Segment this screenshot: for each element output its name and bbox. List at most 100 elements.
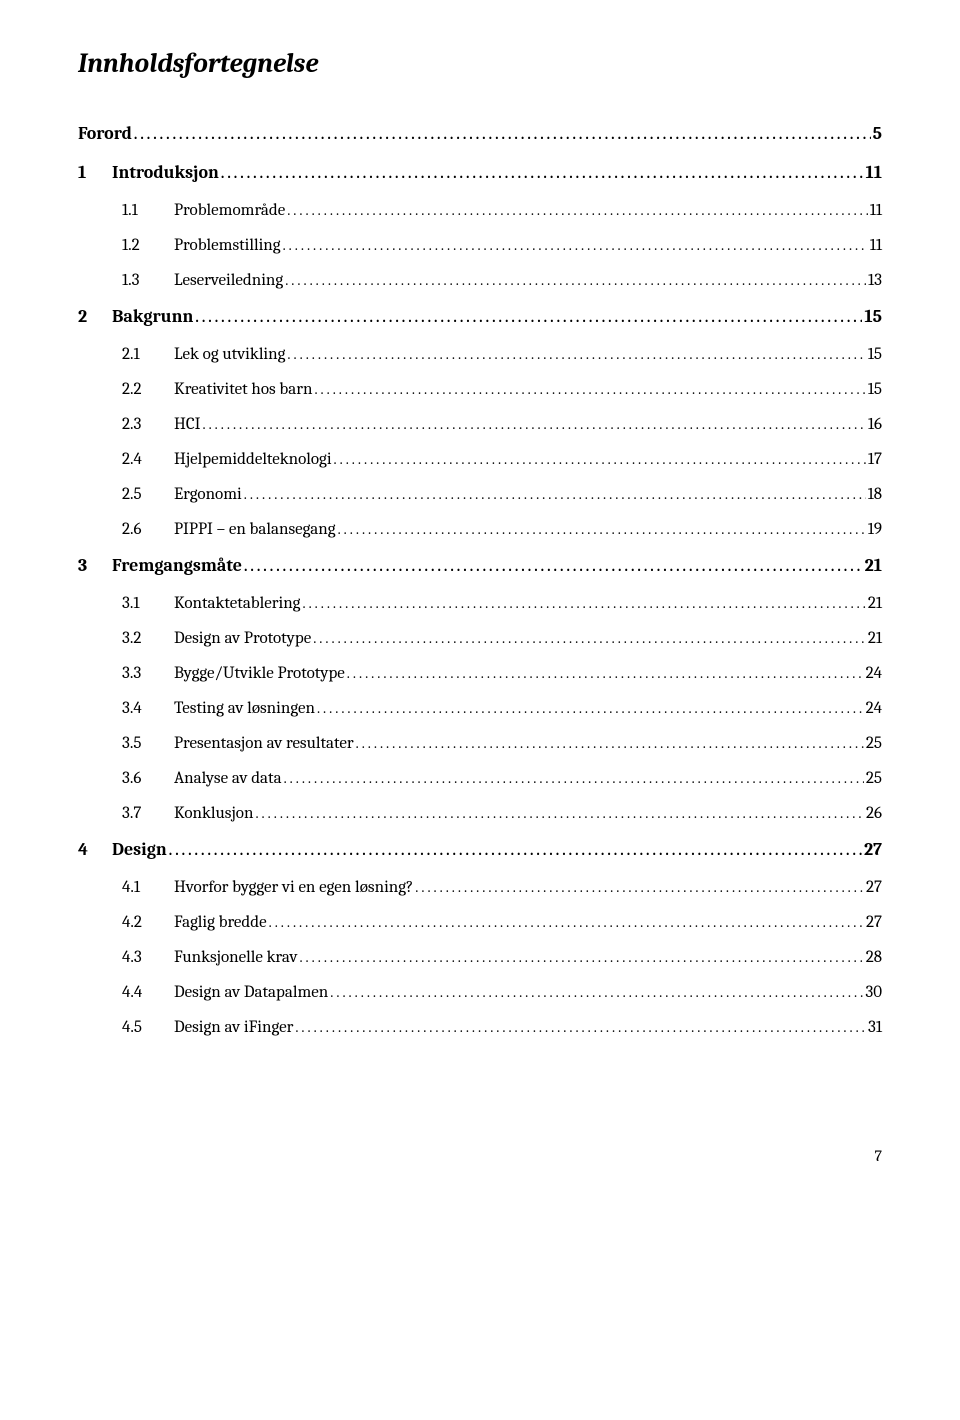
toc-entry-page: 11: [868, 236, 882, 255]
toc-entry[interactable]: Forord..................................…: [78, 123, 882, 144]
toc-entry-number: 2.6: [122, 520, 174, 539]
toc-entry[interactable]: 2.2Kreativitet hos barn.................…: [78, 380, 882, 399]
toc-entry-number: 1.1: [122, 201, 174, 220]
toc-entry-number: 2.5: [122, 485, 174, 504]
toc-entry-page: 27: [864, 913, 882, 932]
toc-entry-page: 11: [864, 162, 883, 183]
toc-entry[interactable]: 2.6PIPPI – en balansegang...............…: [78, 520, 882, 539]
toc-entry-label: Hjelpemiddelteknologi: [174, 450, 334, 469]
toc-entry-page: 31: [866, 1018, 882, 1037]
toc-entry-number: 3.6: [122, 769, 174, 788]
toc-entry[interactable]: 3Fremgangsmåte..........................…: [78, 555, 882, 576]
toc-leader-dots: ........................................…: [347, 664, 864, 682]
toc-entry-number: 4.5: [122, 1018, 174, 1037]
toc-entry-page: 15: [866, 380, 882, 399]
toc-entry[interactable]: 3.4Testing av løsningen.................…: [78, 699, 882, 718]
toc-leader-dots: ........................................…: [313, 629, 866, 647]
toc-leader-dots: ........................................…: [203, 415, 866, 433]
toc-entry-label: Funksjonelle krav: [174, 948, 299, 967]
toc-entry-label: HCI: [174, 415, 203, 434]
toc-entry-page: 28: [864, 948, 882, 967]
toc-leader-dots: ........................................…: [287, 345, 865, 363]
toc-entry[interactable]: 3.1Kontaktetablering....................…: [78, 594, 882, 613]
toc-entry-page: 15: [862, 306, 882, 327]
toc-entry[interactable]: 1.2Problemstilling......................…: [78, 236, 882, 255]
toc-leader-dots: ........................................…: [134, 125, 871, 143]
toc-entry-page: 25: [864, 769, 882, 788]
toc-entry-page: 11: [868, 201, 882, 220]
toc-entry[interactable]: 3.7Konklusjon...........................…: [78, 804, 882, 823]
toc-entry[interactable]: 4.2Faglig bredde........................…: [78, 913, 882, 932]
toc-entry-number: 3.2: [122, 629, 174, 648]
toc-entry-number: 2.1: [122, 345, 174, 364]
toc-entry[interactable]: 2.4Hjelpemiddelteknologi................…: [78, 450, 882, 469]
toc-leader-dots: ........................................…: [356, 734, 864, 752]
toc-entry-page: 27: [862, 839, 882, 860]
toc-entry[interactable]: 4.3Funksjonelle krav....................…: [78, 948, 882, 967]
toc-entry-number: 4.3: [122, 948, 174, 967]
toc-entry[interactable]: 2.3HCI..................................…: [78, 415, 882, 434]
toc-entry[interactable]: 1Introduksjon...........................…: [78, 162, 882, 183]
toc-entry-label: Hvorfor bygger vi en egen løsning?: [174, 878, 415, 897]
toc-entry-label: Bygge/Utvikle Prototype: [174, 664, 347, 683]
toc-entry-label: Analyse av data: [174, 769, 284, 788]
toc-entry-number: 3.3: [122, 664, 174, 683]
toc-entry-label: Konklusjon: [174, 804, 255, 823]
toc-entry-page: 5: [871, 123, 882, 144]
toc-leader-dots: ........................................…: [334, 450, 866, 468]
toc-entry-number: 2.3: [122, 415, 174, 434]
toc-entry-number: 2.4: [122, 450, 174, 469]
toc-entry-label: Problemområde: [174, 201, 287, 220]
toc-entry[interactable]: 3.2Design av Prototype..................…: [78, 629, 882, 648]
toc-entry-label: Problemstilling: [174, 236, 283, 255]
toc-entry-number: 3: [78, 555, 112, 576]
toc-leader-dots: ........................................…: [299, 948, 863, 966]
toc-entry[interactable]: 3.6Analyse av data......................…: [78, 769, 882, 788]
toc-entry-number: 2.2: [122, 380, 174, 399]
toc-entry-label: Testing av løsningen: [174, 699, 317, 718]
toc-entry-label: Kontaktetablering: [174, 594, 302, 613]
toc-leader-dots: ........................................…: [169, 841, 862, 859]
toc-leader-dots: ........................................…: [287, 201, 867, 219]
toc-entry-number: 1.2: [122, 236, 174, 255]
toc-entry-number: 4: [78, 839, 112, 860]
toc-entry-label: Kreativitet hos barn: [174, 380, 314, 399]
toc-entry-page: 27: [864, 878, 882, 897]
toc-entry-number: 4.2: [122, 913, 174, 932]
toc-entry-number: 3.7: [122, 804, 174, 823]
toc-entry[interactable]: 2.1Lek og utvikling.....................…: [78, 345, 882, 364]
toc-entry[interactable]: 2.5Ergonomi.............................…: [78, 485, 882, 504]
toc-entry-label: PIPPI – en balansegang: [174, 520, 338, 539]
toc-entry-page: 25: [864, 734, 882, 753]
toc-entry[interactable]: 4.4Design av Datapalmen.................…: [78, 983, 882, 1002]
toc-leader-dots: ........................................…: [255, 804, 864, 822]
toc-entry-number: 3.1: [122, 594, 174, 613]
toc-entry[interactable]: 4Design.................................…: [78, 839, 882, 860]
toc-entry[interactable]: 1.1Problemområde........................…: [78, 201, 882, 220]
table-of-contents: Forord..................................…: [78, 123, 882, 1037]
toc-entry-page: 18: [866, 485, 882, 504]
toc-leader-dots: ........................................…: [283, 236, 868, 254]
page-title: Innholdsfortegnelse: [78, 48, 882, 79]
toc-entry-label: Design av Datapalmen: [174, 983, 330, 1002]
toc-entry-label: Forord: [78, 123, 134, 144]
toc-leader-dots: ........................................…: [330, 983, 863, 1001]
toc-entry[interactable]: 1.3Leserveiledning......................…: [78, 271, 882, 290]
toc-entry[interactable]: 2Bakgrunn...............................…: [78, 306, 882, 327]
toc-entry-page: 21: [866, 629, 882, 648]
toc-entry-number: 4.1: [122, 878, 174, 897]
toc-leader-dots: ........................................…: [285, 271, 866, 289]
toc-entry[interactable]: 4.1Hvorfor bygger vi en egen løsning?...…: [78, 878, 882, 897]
toc-entry-label: Presentasjon av resultater: [174, 734, 356, 753]
toc-leader-dots: ........................................…: [221, 164, 864, 182]
toc-leader-dots: ........................................…: [295, 1018, 866, 1036]
page-number: 7: [78, 1147, 882, 1165]
toc-entry[interactable]: 3.3Bygge/Utvikle Prototype..............…: [78, 664, 882, 683]
toc-entry[interactable]: 3.5Presentasjon av resultater...........…: [78, 734, 882, 753]
toc-entry-page: 21: [863, 555, 882, 576]
toc-leader-dots: ........................................…: [284, 769, 864, 787]
toc-entry-label: Faglig bredde: [174, 913, 269, 932]
toc-entry[interactable]: 4.5Design av iFinger....................…: [78, 1018, 882, 1037]
toc-entry-label: Leserveiledning: [174, 271, 285, 290]
toc-leader-dots: ........................................…: [269, 913, 864, 931]
